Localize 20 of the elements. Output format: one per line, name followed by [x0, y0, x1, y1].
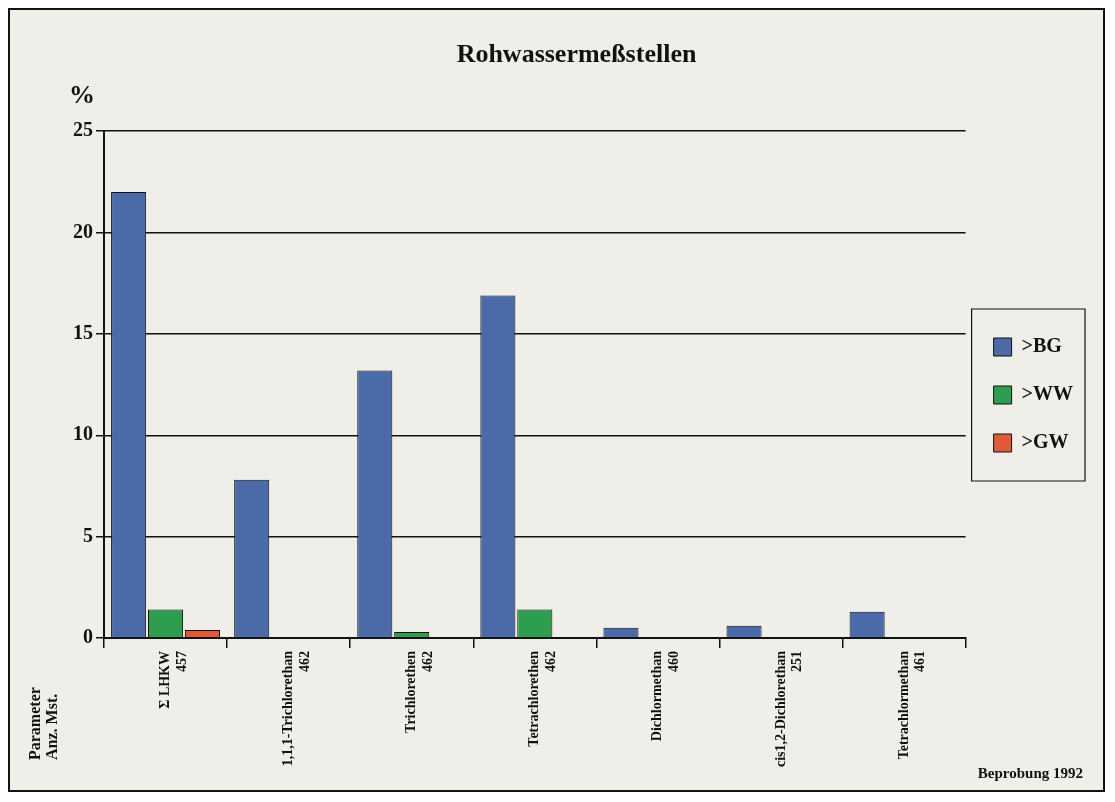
y-tick-label: 25 — [73, 118, 93, 141]
x-tick-label: Dichlormethan 460 — [649, 650, 682, 742]
y-axis-title: % — [69, 80, 95, 110]
legend-label: >WW — [1021, 382, 1074, 405]
x-tick-label: Tetrachlormethan 461 — [895, 650, 928, 760]
y-tick-label: 20 — [73, 219, 93, 242]
y-tick-label: 0 — [83, 625, 93, 648]
text: Beprobung 1992 — [977, 765, 1083, 781]
legend-label: >GW — [1021, 430, 1069, 453]
y-tick-label: 5 — [83, 523, 93, 546]
text: Parameter Anz. Mst. — [26, 687, 60, 760]
x-tick-label: Trichlorethen 462 — [403, 650, 436, 733]
chart-title: Rohwassermeßstellen — [456, 39, 697, 69]
y-tick-label: 15 — [73, 321, 93, 344]
x-tick-label: 1,1,1-Trichlorethan 462 — [280, 650, 313, 767]
y-tick-label: 10 — [73, 422, 93, 445]
legend-label: >BG — [1021, 334, 1063, 357]
x-tick-label: Tetrachlorethen 462 — [526, 650, 559, 747]
x-tick-label: cis1,2-Dichlorethan 251 — [772, 650, 805, 767]
x-tick-label: Σ LHKW 457 — [157, 650, 189, 709]
